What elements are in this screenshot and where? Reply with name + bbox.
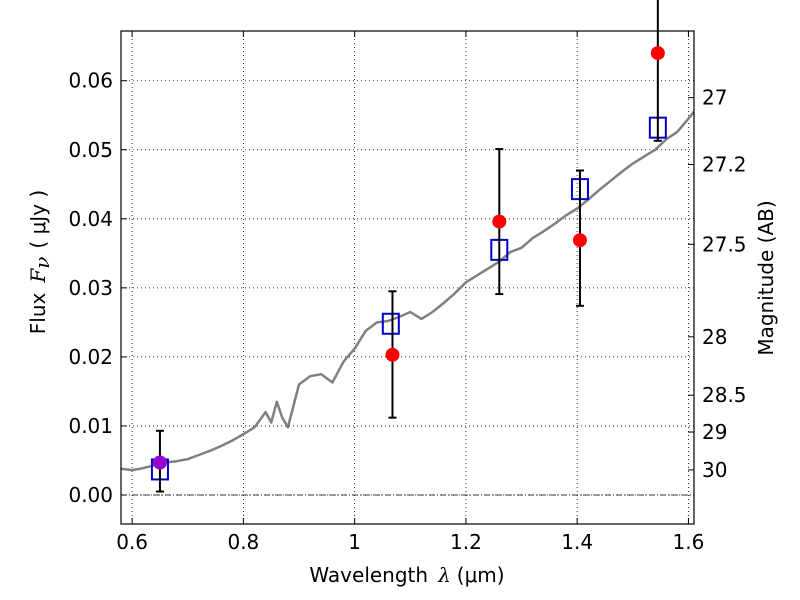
- y-tick-label: 0.02: [68, 345, 113, 369]
- y-tick-label: 0.03: [68, 276, 113, 300]
- observed-flux-point: [650, 46, 665, 61]
- y2-tick-label: 28: [702, 325, 727, 349]
- x-tick-label: 1.4: [561, 530, 593, 554]
- y2-tick-label: 28.5: [702, 383, 747, 407]
- model-photometry-square: [381, 312, 400, 335]
- ticks-layer: 0.6 0.8 1 1.2 1.4 1.6 0.00 0.01 0.02 0.03 0.04 0.05…: [68, 31, 747, 554]
- y2-tick-label: 29: [702, 420, 727, 444]
- y-axis-label: FluxFν( μJy ): [26, 190, 54, 334]
- plot-layer: [120, 0, 695, 493]
- x-tick-label: 1.6: [673, 530, 705, 554]
- y-tick-label: 0.00: [68, 483, 113, 507]
- x-tick-label: 1: [348, 530, 361, 554]
- y2-tick-label: 27: [702, 86, 727, 110]
- model-spectrum-line: [120, 111, 695, 472]
- y-tick-label: 0.04: [68, 207, 113, 231]
- x-axis-label: Wavelength λ (μm): [309, 563, 504, 587]
- y-tick-label: 0.01: [68, 414, 113, 438]
- observed-flux-point: [385, 347, 400, 362]
- y2-tick-label: 27.5: [702, 232, 747, 256]
- observed-flux-point: [492, 214, 507, 229]
- y2-axis-label: Magnitude (AB): [754, 200, 778, 355]
- observed-flux-point: [572, 233, 587, 248]
- observed-flux-point: [152, 455, 167, 470]
- y2-tick-label: 27.2: [702, 153, 747, 177]
- x-tick-label: 1.2: [450, 530, 482, 554]
- y2-tick-label: 30: [702, 458, 727, 482]
- plot-frame: [120, 30, 695, 525]
- y-tick-label: 0.06: [68, 69, 113, 93]
- y-tick-label: 0.05: [68, 138, 113, 162]
- x-tick-label: 0.8: [227, 530, 259, 554]
- grid-layer: [121, 31, 694, 524]
- x-tick-label: 0.6: [116, 530, 148, 554]
